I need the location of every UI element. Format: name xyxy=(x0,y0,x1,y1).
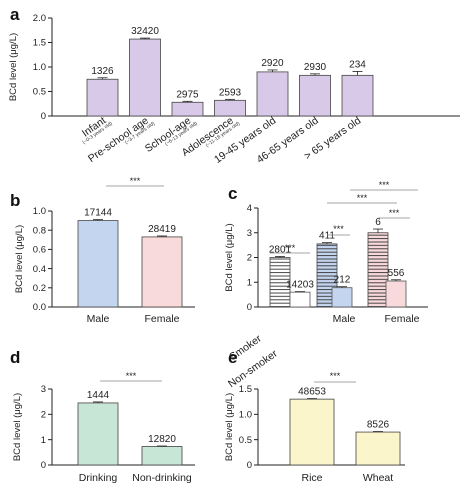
y-tick-label: 0.6 xyxy=(33,245,46,256)
data-label: 8526 xyxy=(367,420,390,431)
bar-a-1 xyxy=(129,38,161,117)
data-label: 2593 xyxy=(219,87,242,98)
data-label: 1444 xyxy=(87,390,110,401)
bar-b-1 xyxy=(141,236,183,308)
y-tick-label: 0.0 xyxy=(33,302,46,313)
panel-c: c BCd level (μg/L) 0 1 2 3 4 2801 14203 411 212 6 55… xyxy=(224,180,428,390)
y-tick-label: 1.5 xyxy=(239,384,252,395)
y-tick-label: 0 xyxy=(41,460,46,471)
bar-c-5 xyxy=(385,280,407,308)
bar-a-3 xyxy=(214,99,246,117)
bar-a-0 xyxy=(86,78,119,117)
y-tick-label: 3 xyxy=(247,228,252,239)
bar-a-5 xyxy=(299,74,331,117)
bar-b-0 xyxy=(77,220,119,308)
data-label: 14203 xyxy=(286,280,314,291)
panel-letter-c: c xyxy=(228,184,237,203)
significance-marker: *** xyxy=(379,180,390,190)
panel-letter-a: a xyxy=(10,5,20,24)
bar-c-3 xyxy=(331,287,353,308)
y-axis-label: BCd level (μg/L) xyxy=(14,225,25,293)
y-tick-label: 0.5 xyxy=(239,435,252,446)
bar-d-0 xyxy=(77,402,119,466)
category-label: Wheat xyxy=(363,472,393,484)
panel-b: b BCd level (μg/L) 0.0 0.2 0.4 0.6 0.8 1.0 17144… xyxy=(10,176,195,325)
y-axis-label: BCd level (μg/L) xyxy=(8,33,19,101)
panel-letter-e: e xyxy=(228,348,237,367)
data-label: 2801 xyxy=(269,245,292,256)
y-tick-label: 0.4 xyxy=(33,264,46,275)
data-label: 48653 xyxy=(298,387,326,398)
bar-e-1 xyxy=(355,431,401,466)
data-label: 12820 xyxy=(148,434,176,445)
category-label: Drinking xyxy=(79,472,118,484)
y-tick-label: 1.0 xyxy=(33,206,46,217)
category-label: Rice xyxy=(301,472,322,484)
category-label: Non-drinking xyxy=(132,472,192,484)
category-label: Female xyxy=(384,313,419,325)
y-tick-label: 0.5 xyxy=(33,87,46,98)
significance-marker: *** xyxy=(330,371,341,381)
y-tick-label: 4 xyxy=(247,203,252,214)
y-tick-label: 1.0 xyxy=(239,410,252,421)
data-label: 1326 xyxy=(91,66,114,77)
y-tick-label: 0 xyxy=(41,111,46,122)
data-label: 556 xyxy=(388,268,405,279)
y-tick-label: 0 xyxy=(247,302,252,313)
significance-marker: *** xyxy=(126,371,137,381)
data-label: 234 xyxy=(349,59,366,70)
y-tick-label: 3 xyxy=(41,384,46,395)
y-axis-label: BCd level (μg/L) xyxy=(224,223,235,291)
y-tick-label: 1.5 xyxy=(33,38,46,49)
category-label: Male xyxy=(87,313,110,325)
y-tick-label: 0.2 xyxy=(33,283,46,294)
y-tick-label: 0 xyxy=(247,460,252,471)
panel-d: d BCd level (μg/L) 0 1 2 3 1444 Drinking 12820 No… xyxy=(10,348,195,484)
data-label: 6 xyxy=(375,217,381,228)
bar-c-4 xyxy=(367,232,389,308)
data-label: 17144 xyxy=(84,208,112,219)
y-tick-label: 1.0 xyxy=(33,62,46,73)
bar-e-0 xyxy=(289,398,335,466)
y-tick-label: 1 xyxy=(247,277,252,288)
significance-marker: *** xyxy=(130,176,141,186)
significance-marker: *** xyxy=(389,208,400,218)
significance-marker: *** xyxy=(357,193,368,203)
panel-e: e BCd level (μg/L) 0 0.5 1.0 1.5 48653 Rice 8526… xyxy=(224,348,405,484)
category-label: Female xyxy=(144,313,179,325)
bar-a-2 xyxy=(171,101,204,117)
bar-a-4 xyxy=(256,71,289,117)
panel-letter-d: d xyxy=(10,348,20,367)
panel-letter-b: b xyxy=(10,191,20,210)
bar-c-1 xyxy=(289,291,311,308)
y-tick-label: 2 xyxy=(41,410,46,421)
data-label: 32420 xyxy=(131,26,159,37)
data-label: 2975 xyxy=(176,89,199,100)
y-tick-label: 2 xyxy=(247,253,252,264)
data-label: 2920 xyxy=(261,58,284,69)
significance-marker: *** xyxy=(285,243,296,253)
y-axis-label: BCd level (μg/L) xyxy=(12,393,23,461)
y-axis-label: BCd level (μg/L) xyxy=(224,393,235,461)
bar-a-6 xyxy=(341,74,374,117)
data-label: 212 xyxy=(334,275,351,286)
data-label: 2930 xyxy=(304,62,327,73)
y-tick-label: 1 xyxy=(41,435,46,446)
data-label: 411 xyxy=(319,231,335,242)
y-tick-label: 0.8 xyxy=(33,225,46,236)
data-label: 28419 xyxy=(148,224,176,235)
bar-d-1 xyxy=(141,446,183,466)
category-label: Male xyxy=(333,313,356,325)
significance-marker: *** xyxy=(333,224,344,234)
y-tick-label: 2.0 xyxy=(33,13,46,24)
